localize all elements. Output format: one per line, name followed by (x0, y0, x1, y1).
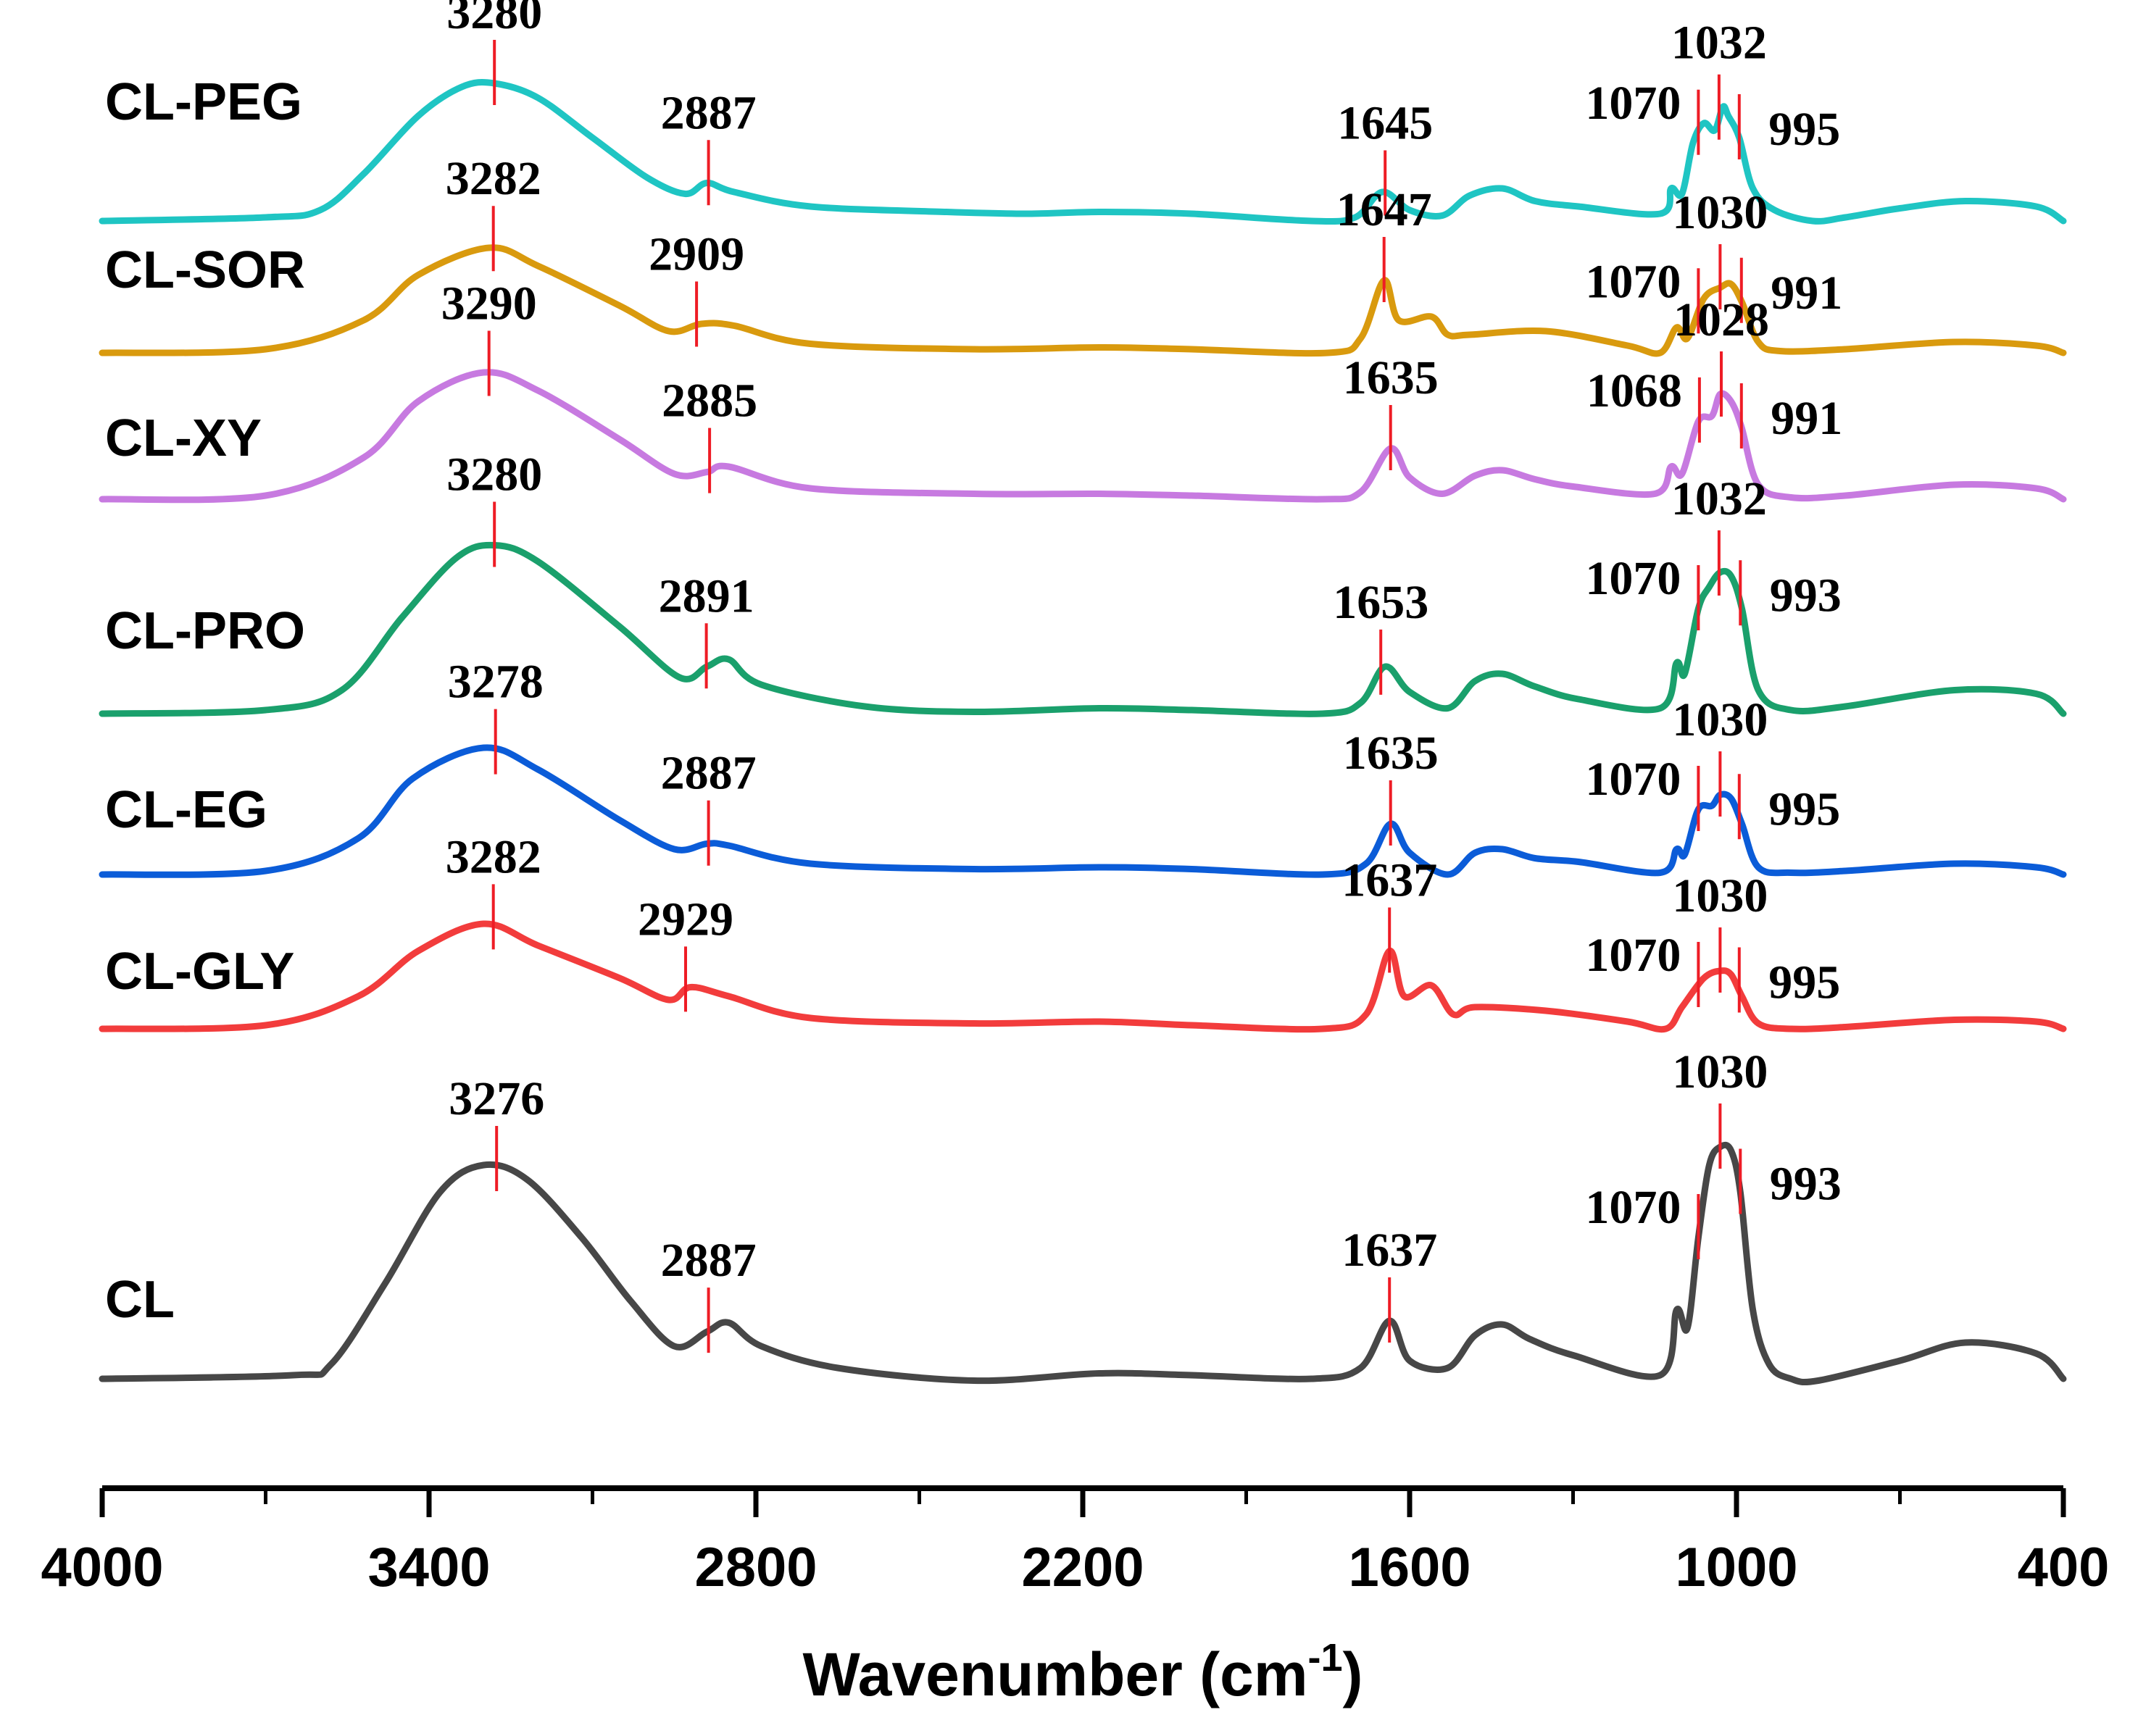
peak-label: 2891 (659, 569, 754, 622)
peak-label: 1030 (1672, 693, 1768, 746)
peak-label: 3278 (448, 656, 544, 709)
series-line-cl-peg (99, 79, 2067, 225)
series-line-cl-gly (99, 920, 2067, 1033)
peak-label: 3276 (449, 1072, 544, 1125)
peak-label: 1068 (1586, 364, 1682, 417)
series-line-cl (99, 1141, 2067, 1386)
x-tick-label: 3400 (367, 1537, 490, 1598)
peak-label: 1645 (1337, 97, 1433, 150)
x-tick-label: 1600 (1348, 1537, 1471, 1598)
peak-label: 1030 (1672, 1046, 1768, 1098)
series-name-label: CL-XY (105, 409, 262, 467)
peak-label: 1028 (1673, 293, 1769, 346)
peak-label: 1647 (1336, 183, 1432, 236)
series-line-cl-sor (99, 244, 2067, 357)
x-tick-label: 1000 (1675, 1537, 1797, 1598)
series-name-label: CL-SOR (105, 241, 305, 299)
peak-label: 2887 (661, 747, 757, 800)
series-name-label: CL-EG (105, 781, 267, 839)
x-tick-label: 2200 (1021, 1537, 1144, 1598)
series-line-cl-xy (99, 369, 2067, 504)
peak-label: 995 (1768, 103, 1840, 156)
x-tick-label: 400 (2018, 1537, 2110, 1598)
peak-label: 993 (1770, 569, 1842, 622)
x-axis-label-superscript: -1 (1308, 1636, 1343, 1679)
peak-label: 3280 (446, 448, 542, 501)
peak-label: 1635 (1343, 727, 1439, 780)
peak-label: 1030 (1672, 186, 1768, 239)
peak-label: 995 (1768, 783, 1840, 835)
peak-label: 1070 (1585, 753, 1681, 806)
peak-label: 1653 (1333, 576, 1428, 629)
x-axis: 4000 3400 2800 2200 1600 1000 400 (41, 1485, 2110, 1598)
peak-label: 993 (1770, 1158, 1842, 1211)
peak-label: 2887 (661, 86, 757, 139)
peak-label: 995 (1768, 956, 1840, 1009)
peak-label: 1637 (1342, 854, 1437, 907)
peak-label: 2909 (649, 228, 744, 281)
x-tick-label: 2800 (694, 1537, 817, 1598)
series-name-label: CL-PRO (105, 602, 305, 660)
peak-label: 991 (1771, 267, 1842, 320)
x-axis-label-close: ) (1343, 1640, 1363, 1708)
x-axis-label: Wavenumber (cm-1) (802, 1636, 1363, 1708)
peak-label: 2887 (661, 1234, 757, 1287)
peak-label: 3280 (446, 0, 542, 39)
peak-label: 2885 (662, 375, 757, 427)
peak-label: 3290 (441, 277, 537, 330)
x-tick-label: 4000 (41, 1537, 163, 1598)
peak-label: 1070 (1585, 255, 1681, 308)
peak-label: 1032 (1671, 17, 1767, 70)
peak-label: 1032 (1671, 472, 1767, 525)
peak-label: 1070 (1585, 1181, 1681, 1234)
peak-label: 1030 (1672, 869, 1768, 922)
peak-label: 1070 (1585, 929, 1681, 982)
series-name-label: CL-GLY (105, 943, 294, 1001)
peak-label: 1070 (1585, 552, 1681, 605)
peak-label: 991 (1771, 392, 1842, 445)
series-name-label: CL-PEG (105, 73, 302, 131)
x-axis-label-main: Wavenumber (cm (802, 1640, 1307, 1708)
peak-label: 3282 (446, 152, 541, 205)
series-line-cl-pro (99, 541, 2067, 717)
series-cl: CL 3276 2887 1637 1070 1030 993 (99, 1046, 2067, 1386)
peak-label: 3282 (446, 830, 541, 883)
peak-label: 1070 (1585, 77, 1681, 130)
series-name-label: CL (105, 1271, 175, 1329)
peak-label: 2929 (638, 893, 733, 946)
peak-label: 1635 (1343, 351, 1439, 404)
peak-label: 1637 (1342, 1224, 1437, 1277)
